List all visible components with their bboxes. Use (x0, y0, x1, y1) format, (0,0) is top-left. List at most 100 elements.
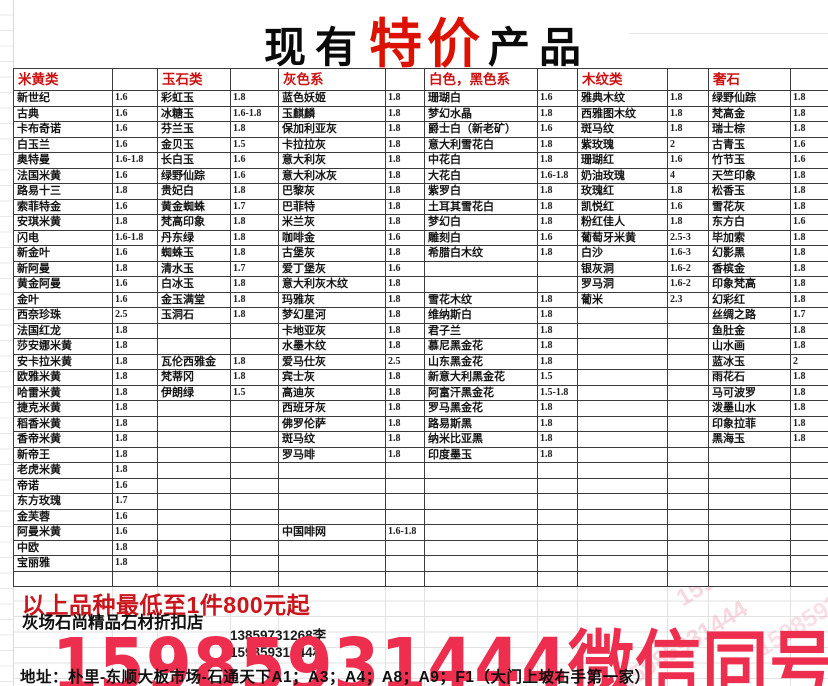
product-name-cell: 大花白 (425, 168, 538, 184)
product-name-cell (578, 540, 668, 556)
product-price-cell: 1.8 (538, 137, 578, 153)
product-name-cell (158, 571, 231, 587)
product-name-cell: 佛罗伦萨 (279, 416, 386, 432)
product-price-cell: 1.8 (386, 122, 425, 138)
product-name-cell: 古典 (14, 106, 113, 122)
product-price-cell: 1.8 (538, 416, 578, 432)
product-price-cell: 1.8 (231, 215, 279, 231)
product-price-cell: 1.6 (791, 137, 828, 153)
product-price-cell (386, 540, 425, 556)
product-price-cell (231, 447, 279, 463)
product-price-cell: 1.6 (231, 168, 279, 184)
product-name-cell (578, 354, 668, 370)
product-price-cell: 1.6 (791, 215, 828, 231)
product-name-cell (425, 571, 538, 587)
product-price-cell: 1.8 (538, 339, 578, 355)
product-price-cell: 1.6 (113, 246, 158, 262)
product-price-cell: 1.8 (791, 339, 828, 355)
product-name-cell (158, 540, 231, 556)
product-name-cell: 古青玉 (709, 137, 791, 153)
product-price-cell: 1.8 (231, 91, 279, 107)
product-name-cell: 奥特曼 (14, 153, 113, 169)
product-price-cell (231, 478, 279, 494)
product-price-cell: 1.8 (668, 106, 709, 122)
product-name-cell: 捷克米黄 (14, 401, 113, 417)
product-price-cell (231, 339, 279, 355)
product-price-cell: 1.8 (791, 416, 828, 432)
product-price-cell: 1.8 (791, 199, 828, 215)
product-price-cell: 1.8 (113, 385, 158, 401)
phone-li: 13859731268李 (230, 628, 327, 643)
left-margin-gridlines (0, 0, 14, 686)
product-name-cell: 东方白 (709, 215, 791, 231)
product-price-cell (231, 401, 279, 417)
product-price-cell: 1.6 (231, 153, 279, 169)
product-name-cell (578, 556, 668, 572)
product-name-cell: 清水玉 (158, 261, 231, 277)
product-name-cell: 西奈珍珠 (14, 308, 113, 324)
product-price-cell: 1.8 (231, 184, 279, 200)
product-name-cell (279, 509, 386, 525)
product-price-cell: 1.6-1.8 (386, 525, 425, 541)
product-name-cell: 绿野仙踪 (709, 91, 791, 107)
product-price-cell: 1.8 (791, 323, 828, 339)
product-name-cell: 莎安娜米黄 (14, 339, 113, 355)
product-price-cell (791, 509, 828, 525)
product-price-cell (668, 556, 709, 572)
product-price-cell: 1.8 (791, 292, 828, 308)
product-price-cell (231, 323, 279, 339)
product-name-cell: 彩虹玉 (158, 91, 231, 107)
product-name-cell (158, 556, 231, 572)
product-price-cell (386, 478, 425, 494)
product-name-cell (578, 416, 668, 432)
product-name-cell: 爵士白（新老矿） (425, 122, 538, 138)
product-price-cell: 1.8 (231, 246, 279, 262)
product-name-cell: 中欧 (14, 540, 113, 556)
product-price-cell: 1.6 (113, 478, 158, 494)
product-price-cell (791, 540, 828, 556)
product-price-cell (386, 463, 425, 479)
footer-vertical-gridline (537, 586, 538, 686)
product-price-cell (538, 494, 578, 510)
product-price-cell: 1.8 (791, 277, 828, 293)
product-price-cell: 1.8 (538, 153, 578, 169)
product-name-cell: 意大利灰木纹 (279, 277, 386, 293)
product-price-cell: 1.6 (538, 230, 578, 246)
product-price-cell: 2.5-3 (668, 230, 709, 246)
product-name-cell: 蓝色妖姬 (279, 91, 386, 107)
product-price-cell: 1.5 (538, 370, 578, 386)
product-name-cell: 黑海玉 (709, 432, 791, 448)
product-price-cell: 1.8 (113, 370, 158, 386)
product-name-cell: 宝丽雅 (14, 556, 113, 572)
product-name-cell: 梦幻水晶 (425, 106, 538, 122)
product-name-cell: 法国红龙 (14, 323, 113, 339)
product-price-cell (791, 571, 828, 587)
product-name-cell: 稻香米黄 (14, 416, 113, 432)
product-price-cell: 1.5-1.8 (538, 385, 578, 401)
product-name-cell (578, 385, 668, 401)
product-price-cell (791, 525, 828, 541)
product-price-cell: 1.5 (231, 385, 279, 401)
product-name-cell (578, 370, 668, 386)
product-name-cell: 玉麒麟 (279, 106, 386, 122)
product-name-cell: 丝绸之路 (709, 308, 791, 324)
product-name-cell: 金贝玉 (158, 137, 231, 153)
product-name-cell: 梦幻星河 (279, 308, 386, 324)
title-text-prefix: 现有 (263, 26, 366, 72)
product-name-cell: 爱丁堡灰 (279, 261, 386, 277)
footer-vertical-gridline (424, 586, 425, 686)
product-price-cell (113, 571, 158, 587)
product-price-cell: 1.6-1.8 (231, 106, 279, 122)
footer-gridlines (13, 586, 828, 686)
product-name-cell: 珊瑚红 (578, 153, 668, 169)
product-name-cell (578, 447, 668, 463)
product-name-cell: 水墨木纹 (279, 339, 386, 355)
top-gridline (630, 33, 828, 34)
product-price-cell (538, 261, 578, 277)
product-name-cell: 伊朗绿 (158, 385, 231, 401)
product-name-cell (158, 339, 231, 355)
product-price-cell: 1.8 (386, 106, 425, 122)
footer-vertical-gridline (577, 586, 578, 686)
product-name-cell: 斑马纹 (578, 122, 668, 138)
product-name-cell (578, 571, 668, 587)
